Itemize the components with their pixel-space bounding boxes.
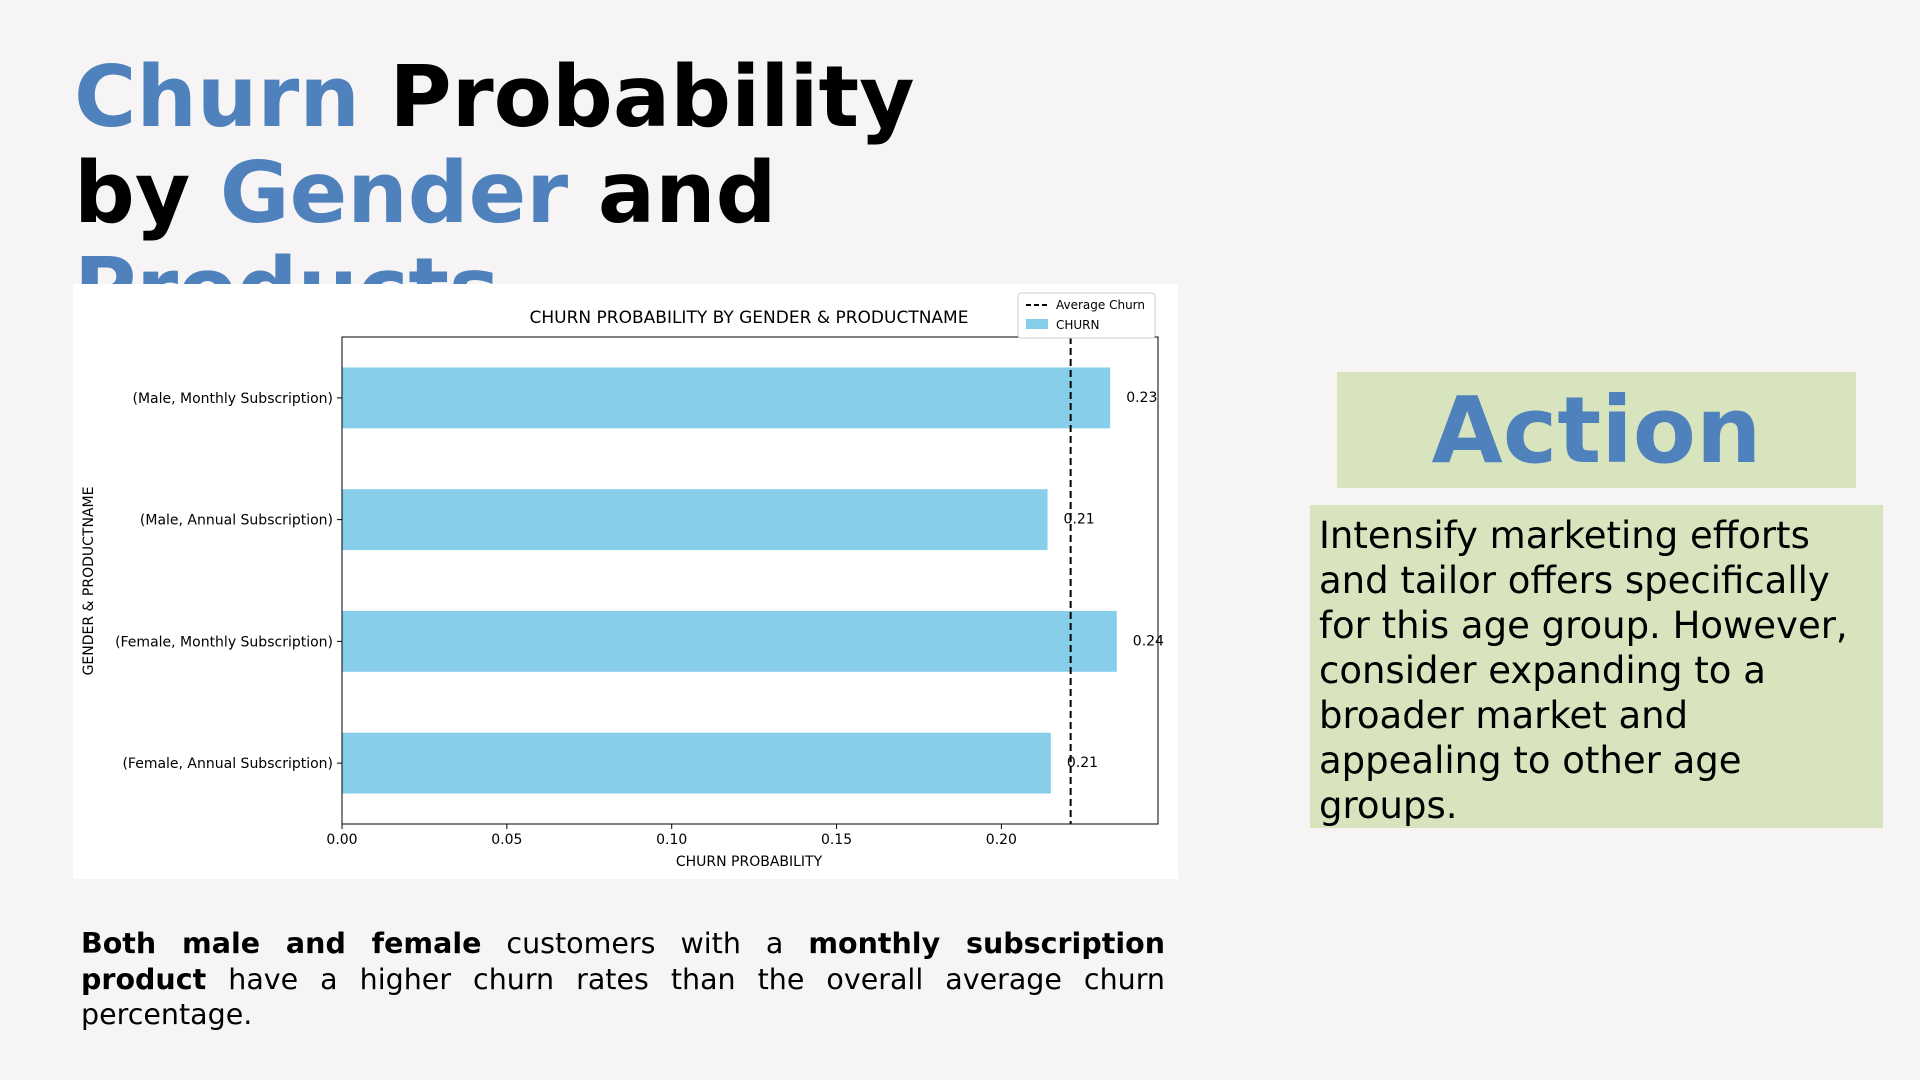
y-tick-label: (Female, Monthly Subscription) [115,634,333,650]
bar [342,732,1051,794]
x-axis-label: CHURN PROBABILITY [676,854,823,870]
summary-part: monthly subscription product [81,927,1165,996]
bar [342,367,1111,429]
y-axis-label: GENDER & PRODUCTNAME [81,487,97,676]
y-tick-label: (Male, Annual Subscription) [140,513,333,529]
x-tick-label: 0.05 [491,832,522,848]
data-label: 0.21 [1064,512,1095,528]
title-part: Gender [219,144,569,243]
title-part: Probability by [74,50,915,243]
data-label: 0.21 [1067,755,1098,771]
y-tick-label: (Male, Monthly Subscription) [133,391,333,407]
action-text: Intensify marketing efforts and tailor o… [1310,505,1883,828]
summary-part: Both male and female [81,927,482,960]
x-tick-label: 0.20 [986,832,1017,848]
bar [342,489,1048,551]
data-label: 0.23 [1126,390,1157,406]
legend-average-churn-label: Average Churn [1056,298,1145,312]
churn-chart: CHURN PROBABILITY BY GENDER & PRODUCTNAM… [73,284,1178,879]
chart-legend: Average Churn CHURN [1017,292,1156,339]
title-part: and [568,144,777,243]
y-tick-label: (Female, Annual Subscription) [122,756,333,772]
summary-part: have a higher churn rates than the overa… [81,962,1165,1032]
chart-title: CHURN PROBABILITY BY GENDER & PRODUCTNAM… [530,308,969,328]
legend-churn-label: CHURN [1056,318,1100,332]
title-part: Churn [74,50,360,147]
summary-text: Both male and female customers with a mo… [81,926,1165,1033]
x-tick-label: 0.15 [821,832,852,848]
churn-bar-chart-svg: CHURN PROBABILITY BY GENDER & PRODUCTNAM… [81,292,1164,870]
bar [342,610,1117,672]
plot-frame [341,336,1159,825]
legend-churn-swatch [1026,319,1048,329]
x-tick-label: 0.00 [326,832,357,848]
x-tick-label: 0.10 [656,832,687,848]
slide-title: Churn Probability by Gender and Products [74,50,974,285]
data-label: 0.24 [1133,633,1164,649]
summary-part: customers with a [481,927,809,960]
title-part: Products [74,240,500,286]
action-title: Action [1337,372,1856,488]
legend-frame [1017,292,1156,339]
